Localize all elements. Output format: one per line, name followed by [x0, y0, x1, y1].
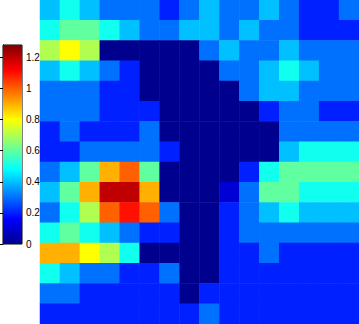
svg-text:1: 1	[26, 83, 32, 94]
svg-text:0.2: 0.2	[26, 207, 40, 218]
svg-text:0.6: 0.6	[26, 145, 40, 156]
svg-text:0: 0	[26, 239, 32, 250]
svg-text:1.2: 1.2	[26, 52, 40, 63]
svg-text:0.4: 0.4	[26, 176, 40, 187]
svg-text:0.8: 0.8	[26, 114, 40, 125]
